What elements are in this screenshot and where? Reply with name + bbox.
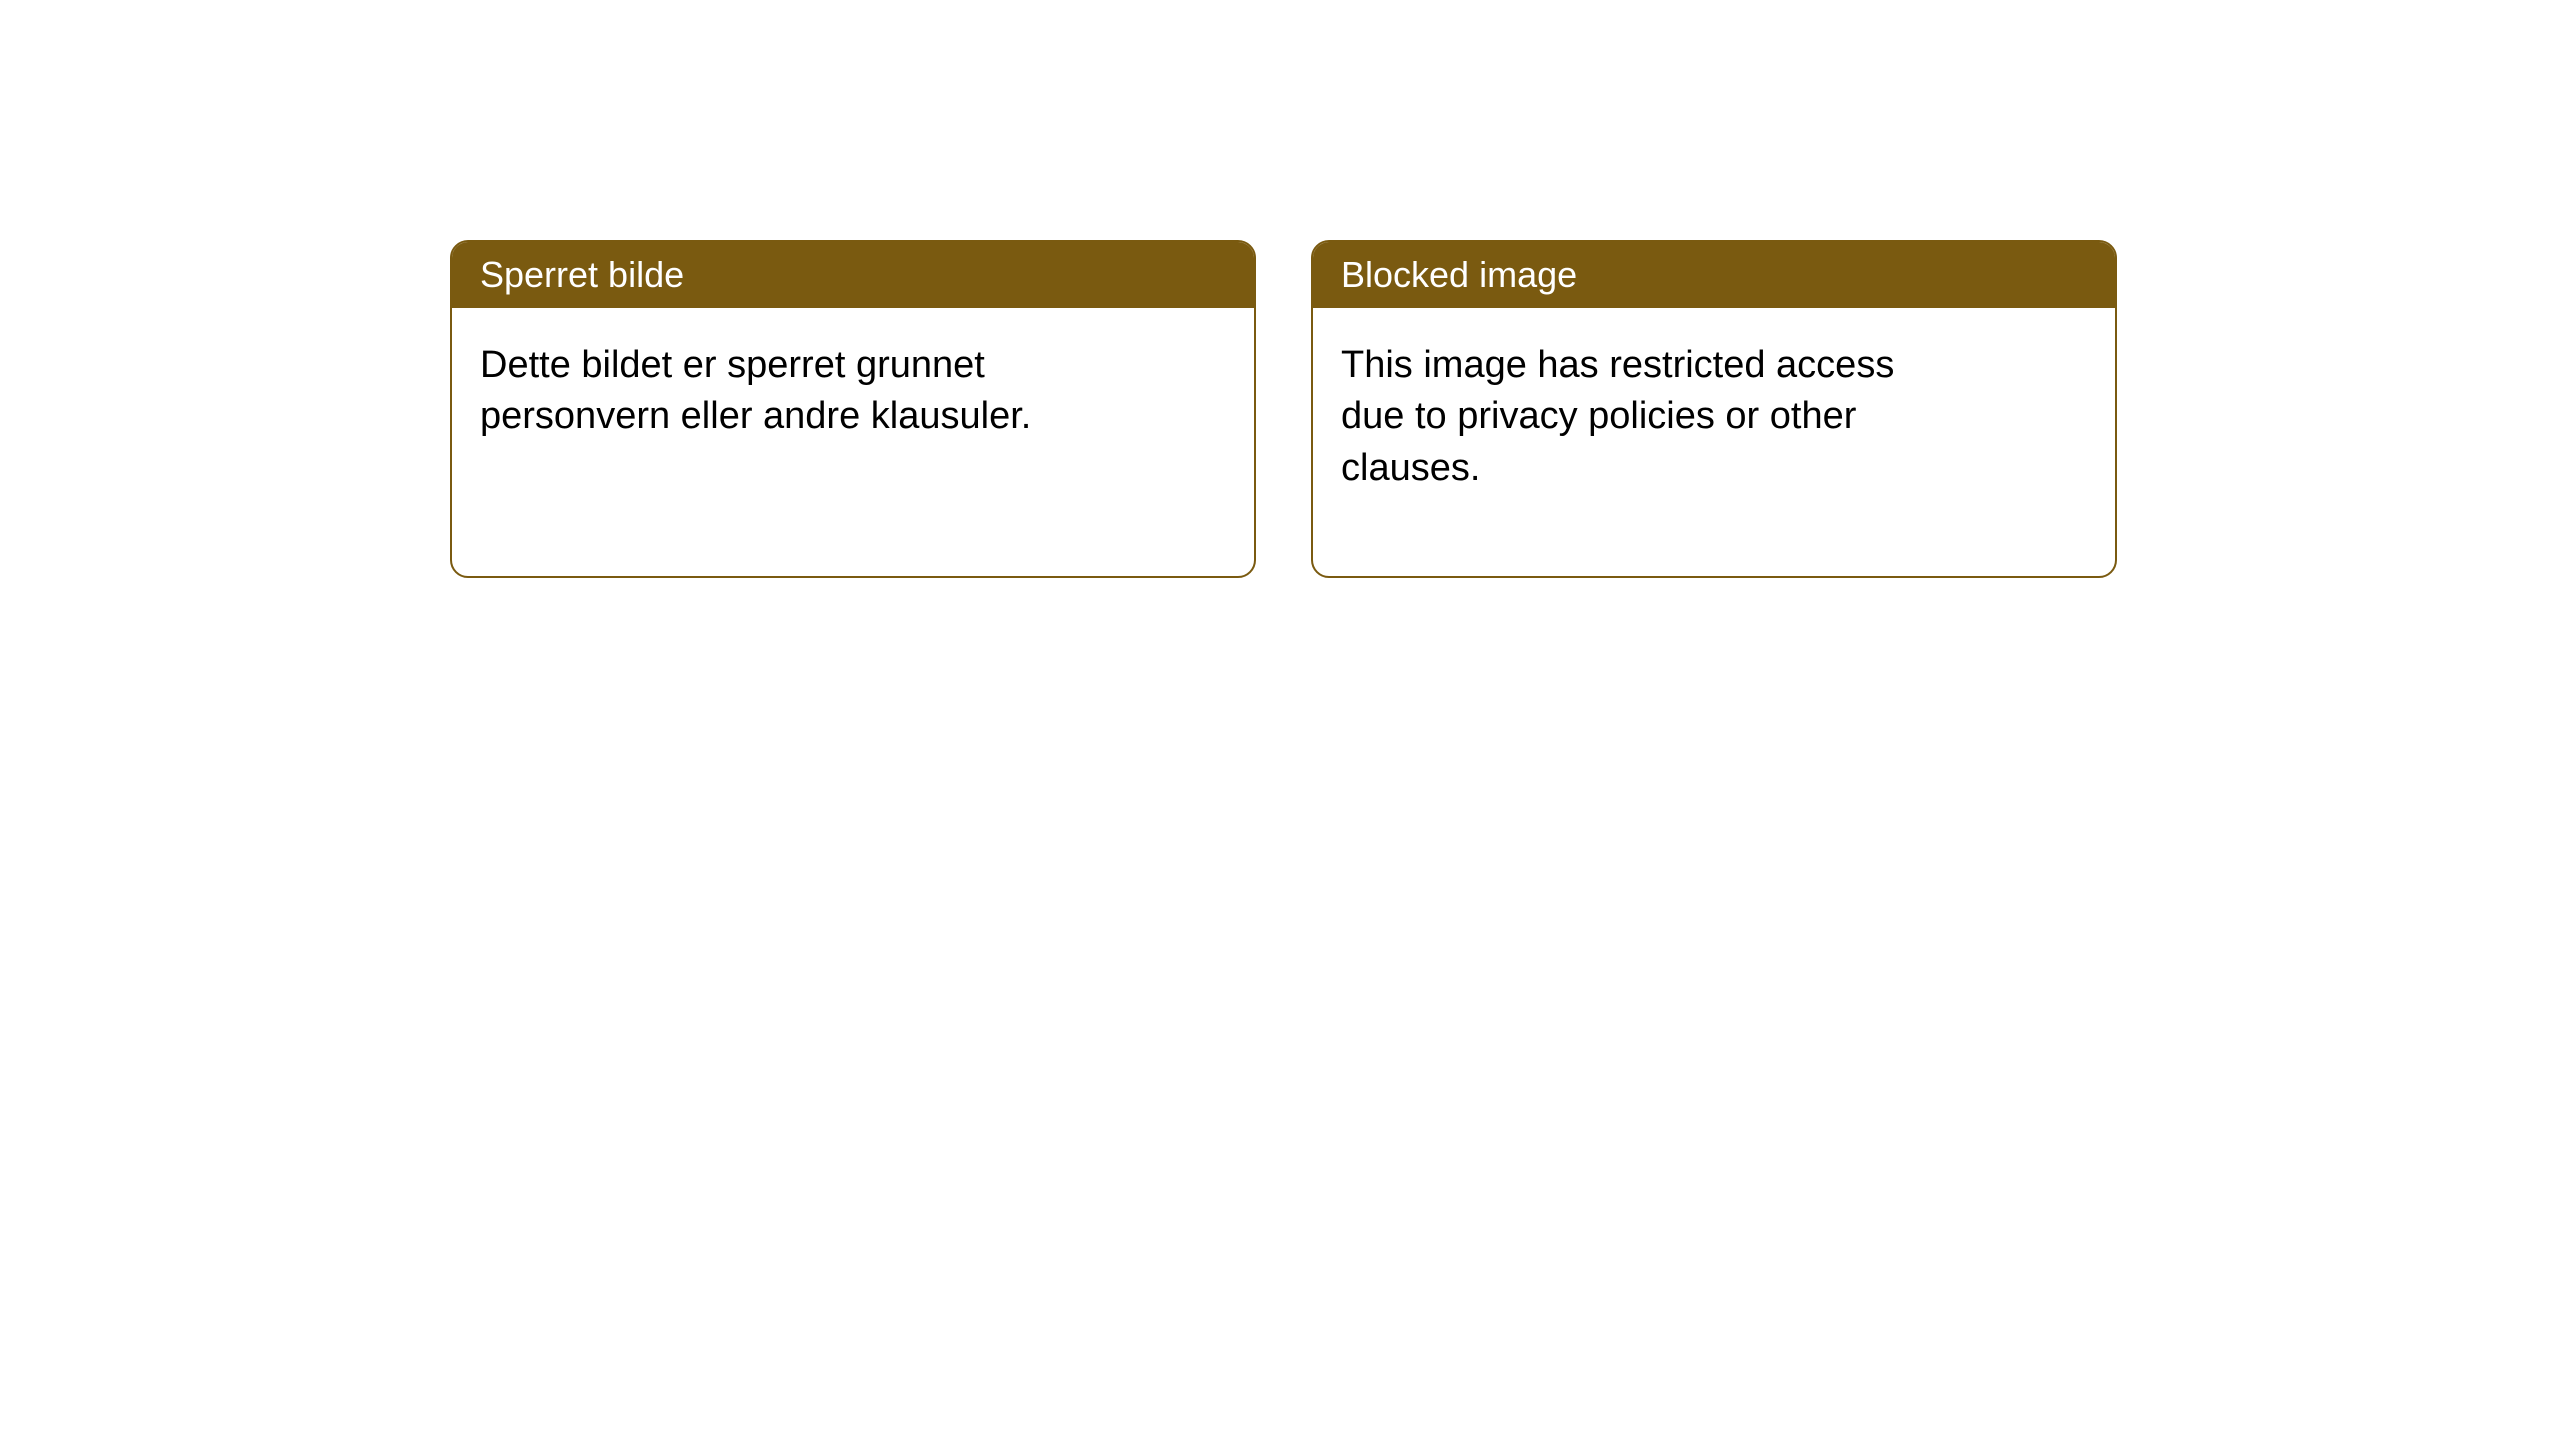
notice-title-english: Blocked image [1313,242,2115,308]
notice-card-english: Blocked image This image has restricted … [1311,240,2117,578]
notice-body-norwegian: Dette bildet er sperret grunnet personve… [452,308,1132,475]
notice-container: Sperret bilde Dette bildet er sperret gr… [0,0,2560,578]
notice-card-norwegian: Sperret bilde Dette bildet er sperret gr… [450,240,1256,578]
notice-title-norwegian: Sperret bilde [452,242,1254,308]
notice-body-english: This image has restricted access due to … [1313,308,1993,526]
